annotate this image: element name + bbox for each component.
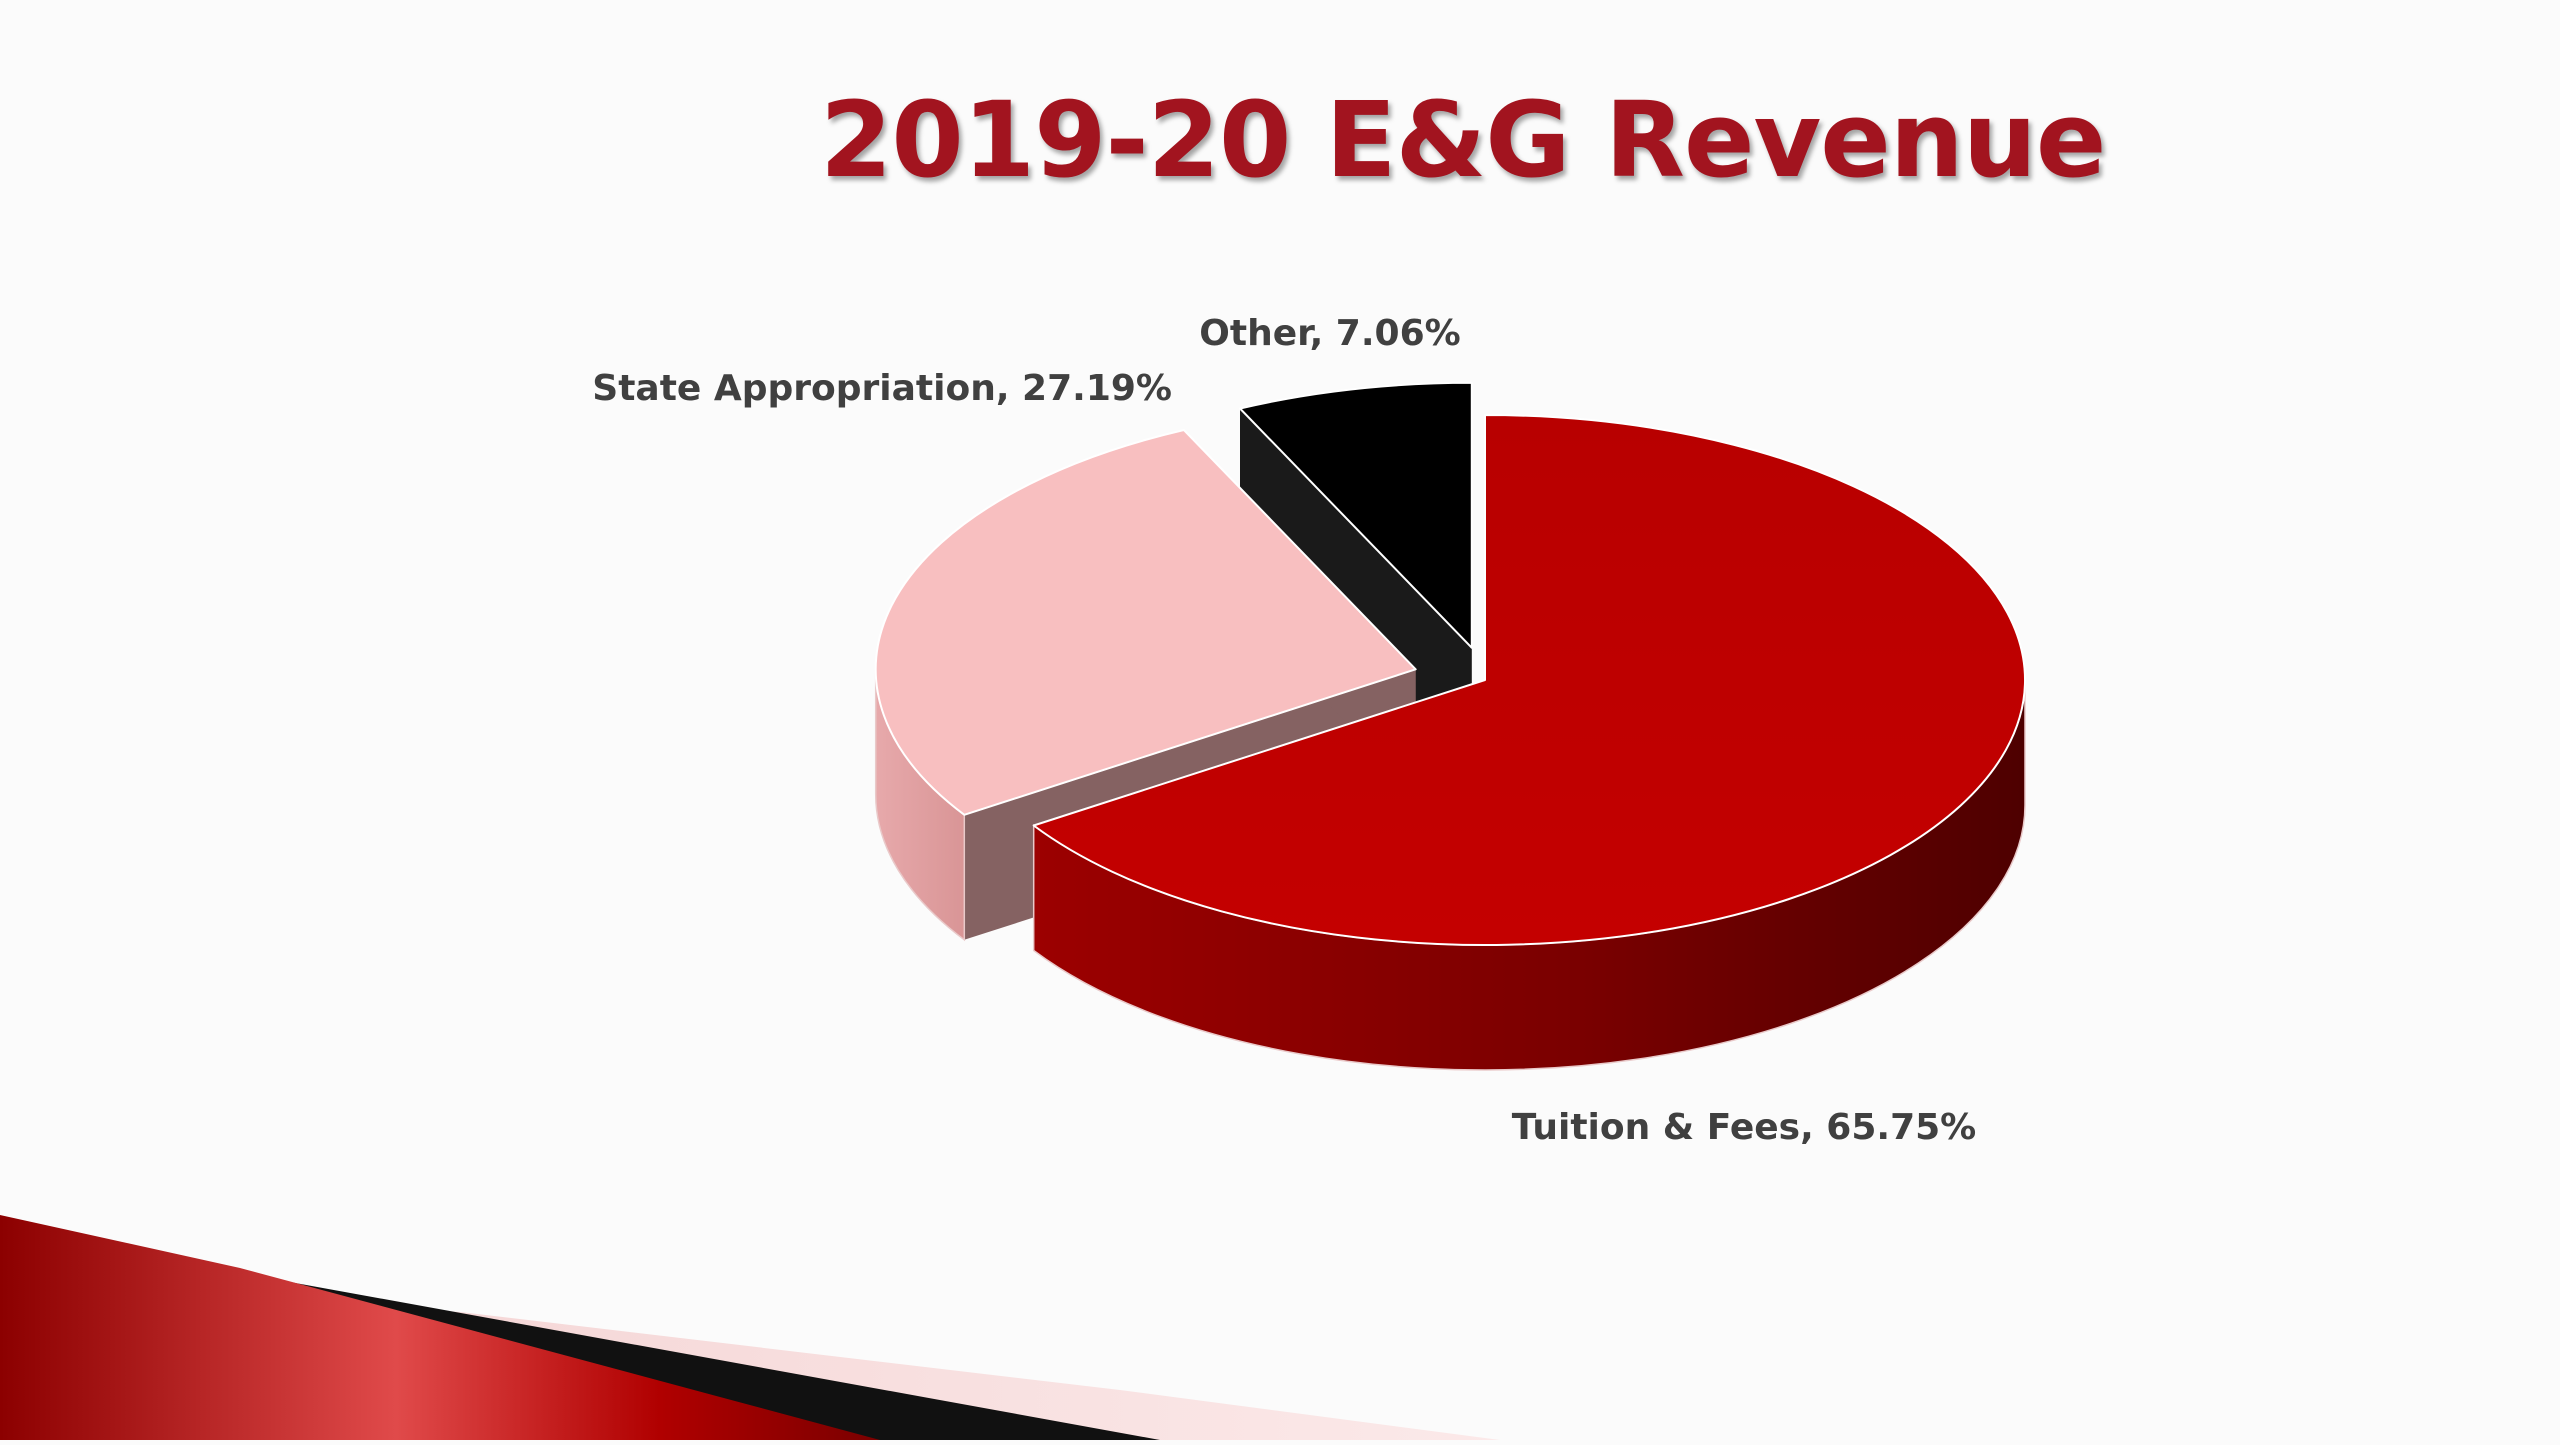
data-label-tuition-fees: Tuition & Fees, 65.75% (1512, 1107, 1976, 1148)
slide-title: 2019-20 E&G Revenue (820, 70, 2020, 210)
data-label-other: Other, 7.06% (1199, 313, 1460, 354)
footer-swoosh (0, 1215, 1500, 1440)
data-label-state-appropriation: State Appropriation, 27.19% (592, 368, 1172, 409)
